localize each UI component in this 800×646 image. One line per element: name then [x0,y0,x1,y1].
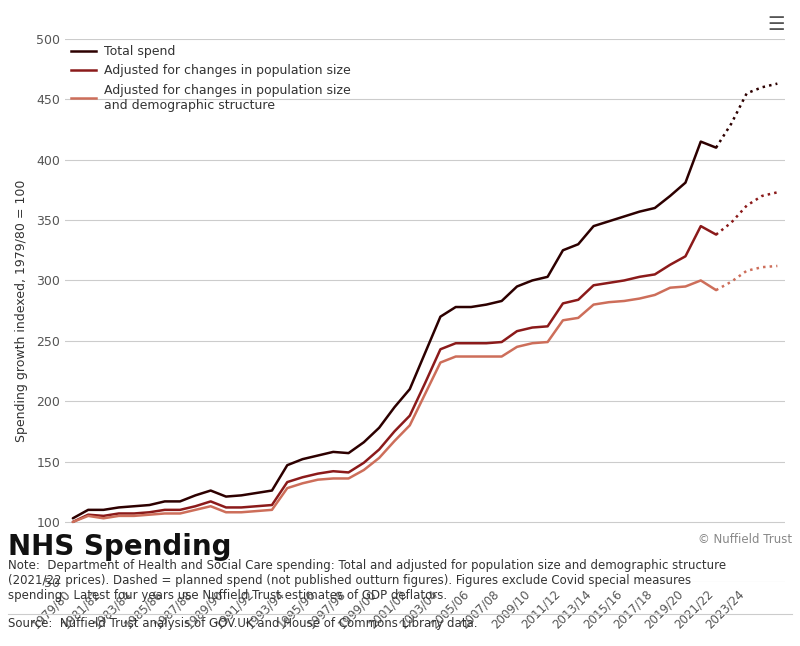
Y-axis label: Spending growth indexed, 1979/80 = 100: Spending growth indexed, 1979/80 = 100 [15,180,28,442]
Text: Note:  Department of Health and Social Care spending: Total and adjusted for pop: Note: Department of Health and Social Ca… [8,559,726,602]
Text: © Nuffield Trust: © Nuffield Trust [698,533,792,546]
Text: NHS Spending: NHS Spending [8,533,231,561]
Text: ☰: ☰ [767,15,785,34]
Text: Source:  Nuffield Trust analysis of GOV.UK and House of Commons Library data.: Source: Nuffield Trust analysis of GOV.U… [8,617,478,630]
Legend: Total spend, Adjusted for changes in population size, Adjusted for changes in po: Total spend, Adjusted for changes in pop… [71,45,350,112]
